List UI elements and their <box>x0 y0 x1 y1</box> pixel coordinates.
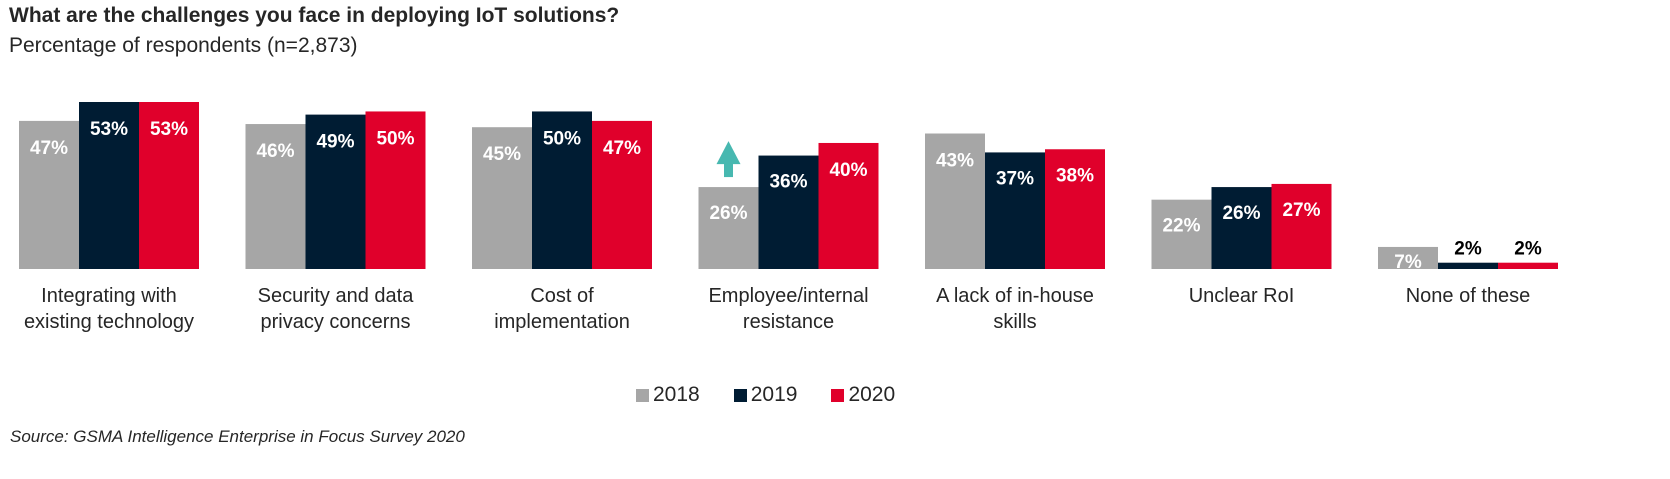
bar-2020-3 <box>818 142 879 269</box>
data-label-2019-1: 49% <box>316 132 354 153</box>
category-label-1: Security and data <box>258 285 415 307</box>
data-label-2019-6: 2% <box>1454 239 1482 260</box>
legend-item-2020: 2020 <box>831 383 895 407</box>
chart-title: What are the challenges you face in depl… <box>9 4 620 27</box>
data-label-2020-6: 2% <box>1514 239 1542 260</box>
bar-2020-1 <box>365 111 426 270</box>
bar-2018-5 <box>1151 199 1212 269</box>
category-label-1: privacy concerns <box>260 311 410 333</box>
legend: 2018 2019 2020 <box>636 383 895 407</box>
data-label-2020-0: 53% <box>150 119 188 140</box>
bar-2019-5 <box>1211 187 1272 269</box>
data-label-2019-0: 53% <box>90 119 128 140</box>
bar-2019-6 <box>1438 262 1498 269</box>
data-label-2018-2: 45% <box>483 144 521 165</box>
category-label-2: Cost of <box>530 285 594 307</box>
data-label-2019-3: 36% <box>769 172 807 193</box>
category-label-0: Integrating with <box>41 285 177 307</box>
bar-2019-2 <box>532 111 592 270</box>
bar-2019-3 <box>758 155 819 269</box>
chart-subtitle: Percentage of respondents (n=2,873) <box>9 34 358 57</box>
bar-2018-4 <box>925 133 985 269</box>
bar-2019-4 <box>985 152 1045 269</box>
data-label-2019-5: 26% <box>1222 203 1260 224</box>
legend-swatch-2019 <box>733 388 747 402</box>
legend-label-2020: 2020 <box>848 383 896 406</box>
data-label-2020-4: 38% <box>1056 165 1094 186</box>
bar-2018-3 <box>698 187 759 269</box>
bar-2019-0 <box>79 102 139 269</box>
category-label-6: None of these <box>1406 285 1531 307</box>
legend-label-2018: 2018 <box>653 383 700 406</box>
data-label-2018-4: 43% <box>936 151 974 172</box>
category-label-0: existing technology <box>24 311 194 333</box>
legend-swatch-2020 <box>831 388 845 402</box>
bar-2020-4 <box>1045 149 1105 269</box>
bar-2020-6 <box>1498 262 1558 269</box>
source-note: Source: GSMA Intelligence Enterprise in … <box>10 427 465 446</box>
category-label-2: implementation <box>494 311 630 333</box>
category-label-4: A lack of in-house <box>936 285 1094 307</box>
bar-2020-2 <box>592 120 652 269</box>
data-label-2018-5: 22% <box>1162 216 1200 237</box>
category-label-5: Unclear RoI <box>1189 285 1295 307</box>
bar-2020-5 <box>1271 183 1332 269</box>
category-label-4: skills <box>993 311 1036 333</box>
legend-swatch-2018 <box>636 388 649 402</box>
data-label-2018-1: 46% <box>256 141 294 162</box>
bar-2018-1 <box>245 124 306 269</box>
data-label-2020-1: 50% <box>376 128 414 149</box>
bar-chart: 47% 53% 53% Integrating with existing techno… <box>19 102 1558 333</box>
bar-2018-6 <box>1378 246 1438 269</box>
data-label-2018-3: 26% <box>709 203 747 224</box>
data-label-2020-2: 47% <box>603 138 641 159</box>
data-label-2019-4: 37% <box>996 168 1034 189</box>
legend-item-2019: 2019 <box>733 383 798 407</box>
legend-item-2018: 2018 <box>636 383 700 407</box>
data-label-2020-5: 27% <box>1282 200 1320 221</box>
bar-2020-0 <box>139 102 199 269</box>
data-label-2018-6: 7% <box>1394 252 1422 273</box>
bar-2018-2 <box>472 127 532 269</box>
data-label-2019-2: 50% <box>543 128 581 149</box>
bar-2019-1 <box>305 114 366 269</box>
category-label-3: Employee/internal <box>708 285 868 307</box>
bar-2018-0 <box>19 120 79 269</box>
legend-label-2019: 2019 <box>750 383 798 406</box>
arrow-up-icon <box>716 141 741 178</box>
data-label-2020-3: 40% <box>829 160 867 181</box>
category-label-3: resistance <box>743 311 834 333</box>
data-label-2018-0: 47% <box>30 138 68 159</box>
